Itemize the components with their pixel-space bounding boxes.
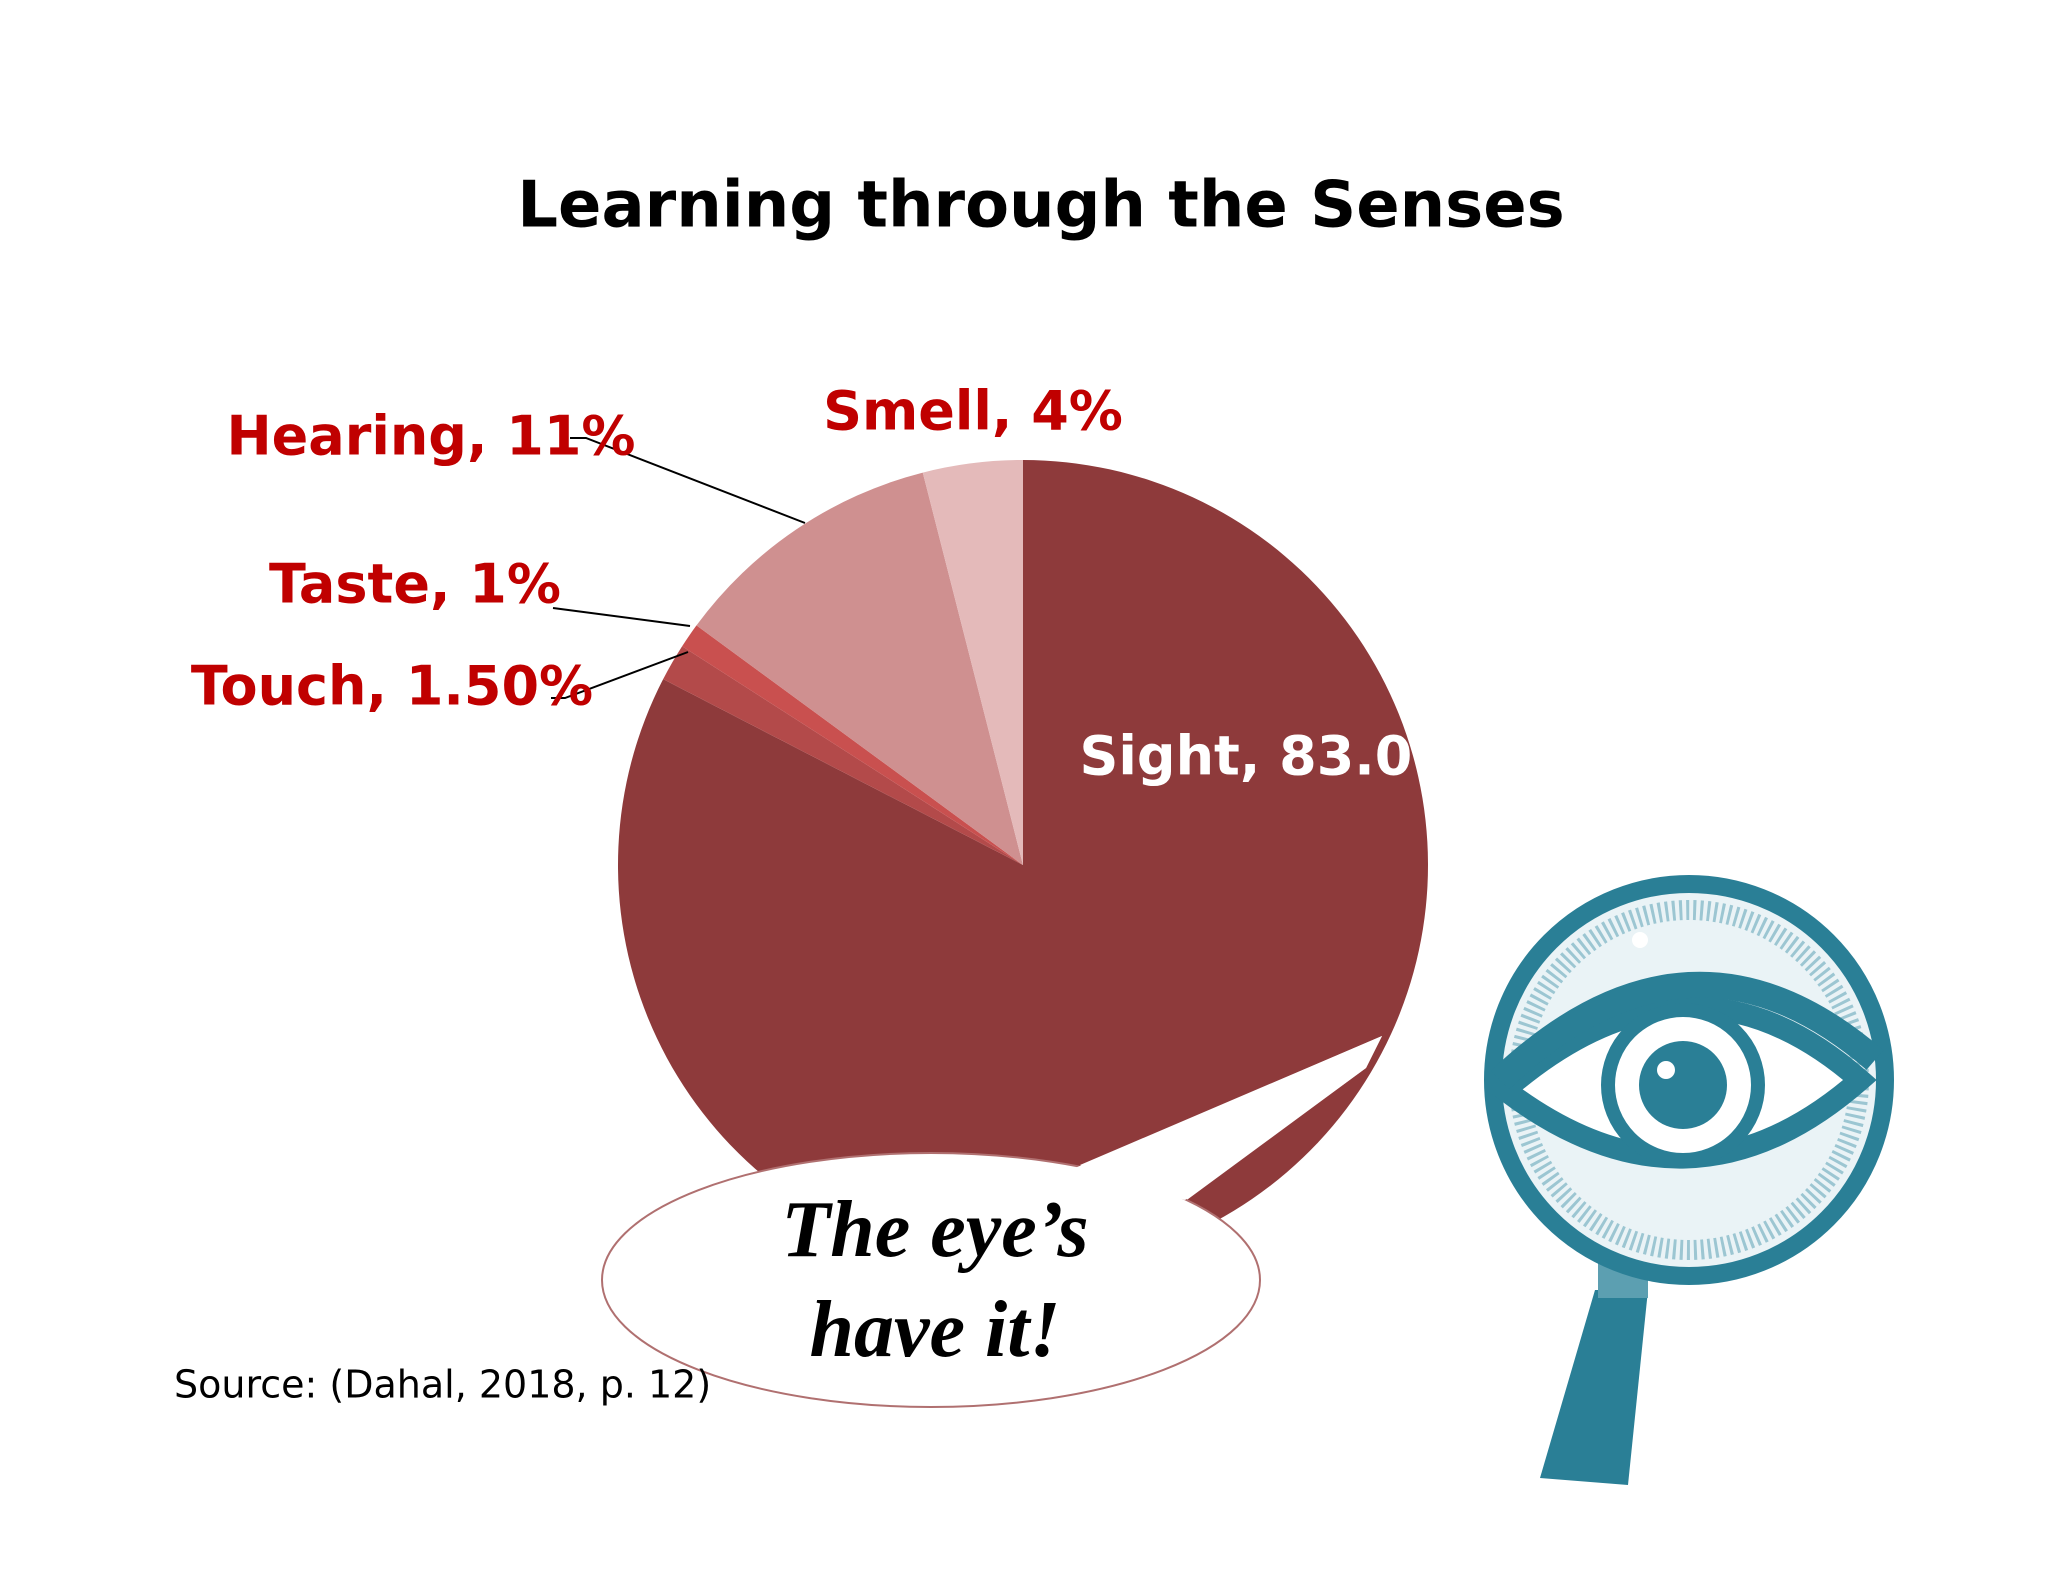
labels: Sight, 83.0% Touch, 1.50% Taste, 1% Hearing… bbox=[191, 380, 1467, 788]
slice-label: Hearing, 11% bbox=[226, 405, 635, 468]
eyelid bbox=[1491, 971, 1884, 1090]
slice-label: Taste, 1% bbox=[269, 553, 561, 616]
slice-label: Sight, 83.0% bbox=[1080, 725, 1467, 788]
slice-label: Touch, 1.50% bbox=[191, 655, 593, 718]
lens-glint bbox=[1632, 932, 1648, 948]
magnifier bbox=[1484, 875, 1894, 1485]
slice-label: Smell, 4% bbox=[823, 380, 1123, 443]
bubble-tail-cover bbox=[1075, 1036, 1382, 1200]
pie-slice bbox=[922, 460, 1023, 865]
eye-glint bbox=[1657, 1061, 1675, 1079]
leader-line bbox=[552, 607, 691, 627]
pie-slice bbox=[682, 625, 1023, 865]
speech-bubble: The eye’s have it! bbox=[601, 1036, 1382, 1408]
pie-slice bbox=[663, 646, 1023, 865]
bubble bbox=[601, 1152, 1261, 1408]
source: Source: (Dahal, 2018, p. 12) bbox=[174, 1363, 711, 1407]
bubble-text-box: The eye’s have it! bbox=[781, 1186, 1089, 1374]
pupil bbox=[1639, 1041, 1727, 1129]
pie-slice bbox=[696, 472, 1023, 865]
leader-line bbox=[570, 437, 806, 524]
pie bbox=[618, 460, 1428, 1270]
chart-title: Learning through the Senses bbox=[517, 169, 1565, 243]
annotation: The eye’s have it! bbox=[781, 1186, 1089, 1374]
magnifier-handle bbox=[1540, 1290, 1648, 1485]
leader-line bbox=[551, 651, 689, 699]
leader-lines bbox=[551, 437, 806, 699]
